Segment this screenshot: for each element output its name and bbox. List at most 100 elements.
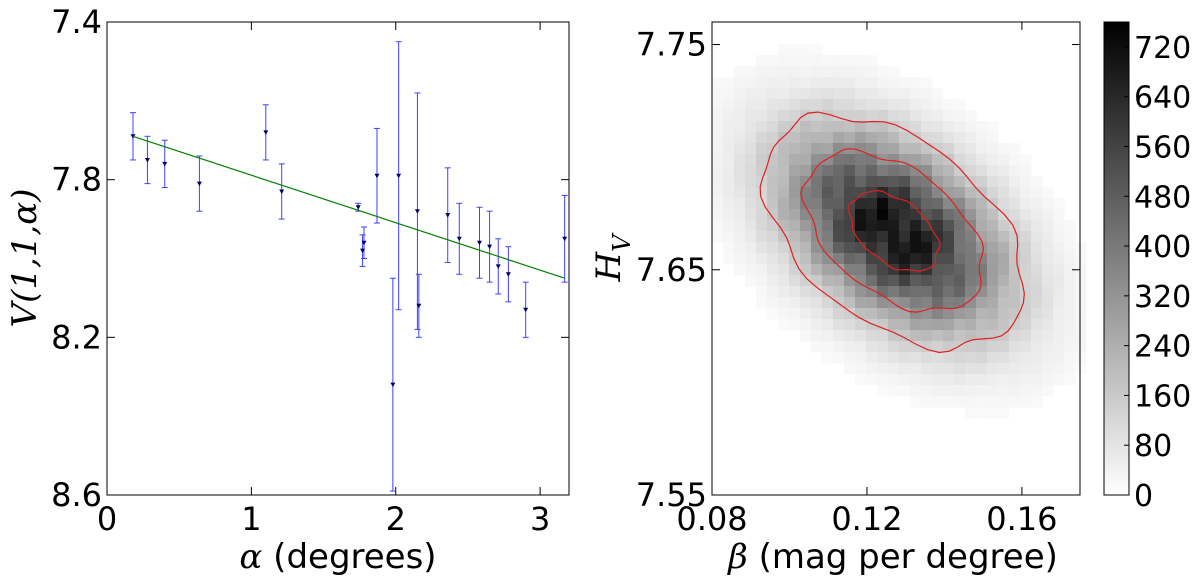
heatmap-cell (965, 121, 977, 133)
heatmap-cell (888, 319, 900, 331)
heatmap-cell (778, 209, 790, 221)
heatmap-cell (1009, 176, 1021, 188)
heatmap-cell (965, 396, 977, 408)
heatmap-cell (844, 253, 856, 265)
heatmap-cell (954, 352, 966, 364)
heatmap-cell (1053, 242, 1065, 254)
heatmap-cell (987, 352, 999, 364)
heatmap-cell (855, 154, 867, 166)
heatmap-cell (756, 121, 768, 133)
heatmap-cell (822, 330, 834, 342)
heatmap-cell (822, 264, 834, 276)
heatmap-cell (910, 110, 922, 122)
heatmap-cell (723, 132, 735, 144)
heatmap-cell (800, 209, 812, 221)
heatmap-cell (965, 154, 977, 166)
heatmap-cell (998, 407, 1010, 419)
right-panel: 0.08 0.12 0.16 7.55 7.65 7.75 β (mag per degr… (589, 21, 1087, 577)
heatmap-cell (822, 308, 834, 320)
heatmap-cell (811, 99, 823, 111)
heatmap-cell (888, 385, 900, 397)
heatmap-cell (822, 187, 834, 199)
left-x-tick-label: 0 (97, 500, 117, 538)
heatmap-cell (778, 88, 790, 100)
heatmap-cell (877, 308, 889, 320)
heatmap-cell (723, 154, 735, 166)
heatmap-cell (844, 264, 856, 276)
heatmap-cell (910, 88, 922, 100)
heatmap-cell (778, 242, 790, 254)
heatmap-cell (855, 209, 867, 221)
heatmap-cell (998, 242, 1010, 254)
colorbar-gradient (1103, 21, 1130, 496)
heatmap-cell (1009, 374, 1021, 386)
heatmap-cell (998, 352, 1010, 364)
heatmap-cell (1053, 352, 1065, 364)
right-y-tick-label: 7.55 (636, 476, 707, 514)
heatmap-cell (844, 352, 856, 364)
colorbar-tick-label: 480 (1134, 180, 1191, 215)
heatmap-cell (877, 374, 889, 386)
heatmap-cell (1075, 352, 1087, 364)
heatmap-cell (976, 396, 988, 408)
colorbar-tick-label: 0 (1134, 479, 1153, 514)
heatmap-cell (1009, 253, 1021, 265)
heatmap-cell (745, 231, 757, 243)
heatmap-cell (888, 308, 900, 320)
right-x-tick-label: 0.16 (986, 500, 1057, 538)
heatmap-cell (1031, 308, 1043, 320)
data-point (279, 189, 285, 194)
heatmap-cell (910, 198, 922, 210)
heatmap-cell (756, 275, 768, 287)
heatmap-cell (811, 264, 823, 276)
heatmap-cell (932, 121, 944, 133)
heatmap-cell (844, 363, 856, 375)
heatmap-cell (954, 308, 966, 320)
heatmap-cell (745, 275, 757, 287)
heatmap-cell (888, 143, 900, 155)
fit-line (132, 135, 565, 279)
heatmap-cell (1031, 297, 1043, 309)
heatmap-cell (833, 121, 845, 133)
heatmap-cell (1053, 330, 1065, 342)
heatmap-cell (778, 264, 790, 276)
heatmap-cell (866, 341, 878, 353)
heatmap-cell (998, 374, 1010, 386)
heatmap-cell (778, 121, 790, 133)
heatmap-cell (833, 88, 845, 100)
heatmap-cell (921, 110, 933, 122)
heatmap-cell (1042, 198, 1054, 210)
heatmap-cell (899, 275, 911, 287)
heatmap-cell (1042, 220, 1054, 232)
heatmap-cell (778, 55, 790, 67)
heatmap-cell (866, 220, 878, 232)
heatmap-cell (822, 231, 834, 243)
heatmap-cell (1020, 297, 1032, 309)
heatmap-cell (833, 308, 845, 320)
heatmap-cell (954, 132, 966, 144)
heatmap-cell (954, 165, 966, 177)
heatmap-cell (1020, 253, 1032, 265)
heatmap-cell (921, 341, 933, 353)
heatmap-cell (899, 374, 911, 386)
heatmap-cell (888, 176, 900, 188)
heatmap-cell (745, 209, 757, 221)
heatmap-cell (866, 66, 878, 78)
heatmap-cell (855, 66, 867, 78)
heatmap-cell (756, 110, 768, 122)
heatmap-cell (910, 121, 922, 133)
heatmap-cell (811, 209, 823, 221)
contour-line (847, 189, 941, 272)
heatmap-cell (833, 286, 845, 298)
heatmap-cell (866, 363, 878, 375)
heatmap-cell (866, 154, 878, 166)
heatmap-cell (767, 187, 779, 199)
heatmap-cell (1031, 341, 1043, 353)
heatmap-cell (866, 99, 878, 111)
heatmap-cell (833, 176, 845, 188)
heatmap-cell (976, 374, 988, 386)
heatmap-cell (921, 88, 933, 100)
heatmap-cell (855, 308, 867, 320)
heatmap-cell (1031, 396, 1043, 408)
heatmap-cell (921, 297, 933, 309)
